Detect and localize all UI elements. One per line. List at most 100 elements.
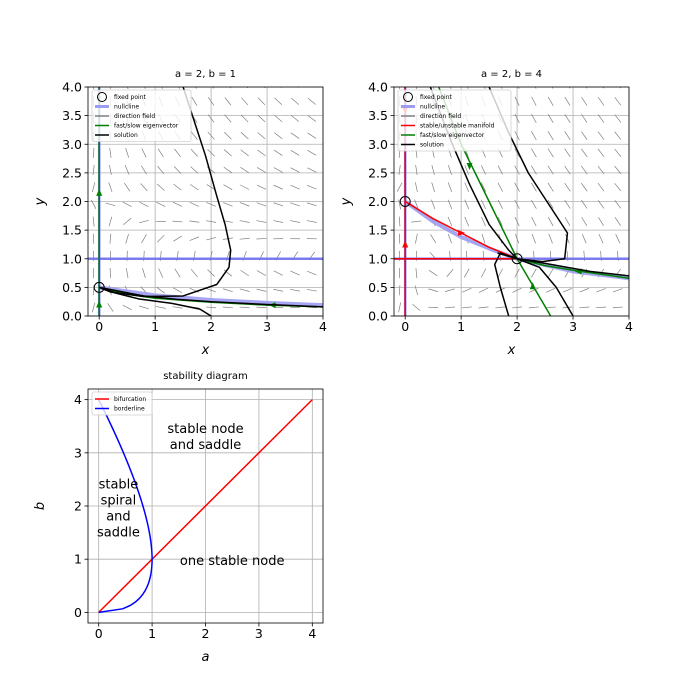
direction-field-segment: [206, 306, 217, 309]
direction-field-segment: [109, 147, 112, 158]
manifold-arrow: [458, 229, 466, 236]
direction-field-segment: [564, 199, 571, 209]
direction-field-segment: [614, 148, 622, 157]
legend-label: direction field: [114, 113, 155, 120]
legend-label: direction field: [420, 113, 461, 120]
direction-field-segment: [297, 87, 299, 88]
direction-field-segment: [630, 307, 640, 308]
direction-field-segment: [531, 131, 537, 141]
direction-field-segment: [240, 269, 250, 277]
direction-field-segment: [497, 216, 503, 227]
legend-label: fast/slow eigenvector: [114, 123, 179, 130]
direction-field-segment: [547, 216, 554, 227]
direction-field-segment: [172, 306, 183, 309]
direction-field-segment: [447, 199, 453, 210]
direction-field-segment: [141, 148, 147, 158]
direction-field-segment: [91, 302, 96, 313]
direction-field-segment: [307, 270, 317, 276]
direction-field-segment: [174, 268, 181, 278]
direction-field-segment: [273, 167, 283, 173]
series-line-borderline: [98, 399, 153, 614]
fixed-point-marker: [399, 196, 411, 207]
direction-field-segment: [630, 289, 639, 292]
y-axis-label: b: [33, 502, 48, 510]
direction-field-segment: [274, 132, 283, 139]
direction-field-segment: [581, 217, 588, 226]
direction-field-segment: [189, 220, 200, 223]
x-tick-label: 1: [151, 319, 159, 334]
y-tick-label: 4.0: [368, 80, 388, 95]
direction-field-segment: [431, 165, 435, 175]
direction-field-segment: [273, 184, 283, 190]
direction-field-segment: [92, 165, 95, 176]
direction-field-segment: [92, 147, 95, 158]
direction-field-segment: [189, 202, 200, 207]
direction-field-segment: [414, 285, 419, 296]
y-tick-label: 2.5: [368, 165, 388, 180]
y-tick-label: 1.5: [368, 223, 388, 238]
direction-field-segment: [273, 288, 284, 292]
direction-field-segment: [122, 304, 132, 310]
region-annotation: saddle: [97, 526, 140, 541]
y-tick-label: 3.5: [368, 108, 388, 123]
direction-field-segment: [631, 132, 637, 140]
direction-field-segment: [290, 115, 300, 122]
direction-field-segment: [398, 285, 401, 296]
solution-line: [99, 286, 323, 308]
eigenvector-line: [516, 258, 629, 279]
direction-field-segment: [325, 252, 331, 260]
direction-field-segment: [173, 287, 183, 294]
direction-field-segment: [240, 184, 250, 190]
direction-field-segment: [125, 147, 130, 158]
direction-field-segment: [257, 97, 266, 106]
x-tick-label: 4: [625, 319, 633, 334]
direction-field-segment: [428, 288, 439, 292]
direction-field-segment: [206, 237, 217, 241]
x-tick-label: 2: [202, 626, 210, 641]
direction-field-segment: [531, 268, 537, 278]
direction-field-segment: [257, 114, 266, 123]
direction-field-segment: [514, 268, 520, 278]
y-tick-label: 0: [74, 605, 82, 620]
direction-field-segment: [174, 148, 181, 158]
x-tick-label: 4: [308, 626, 316, 641]
direction-field-segment: [307, 167, 317, 173]
direction-field-segment: [92, 182, 96, 193]
direction-field-segment: [314, 87, 316, 88]
direction-field-segment: [105, 202, 116, 206]
direction-field-segment: [140, 183, 148, 192]
direction-field-segment: [222, 306, 233, 309]
direction-field-segment: [207, 149, 215, 157]
direction-field-segment: [223, 184, 233, 190]
region-annotation: stable node: [167, 422, 243, 437]
direction-field-segment: [481, 233, 486, 244]
direction-field-segment: [291, 97, 300, 105]
direction-field-segment: [273, 270, 283, 276]
direction-field-segment: [396, 182, 403, 192]
direction-field-segment: [324, 116, 332, 122]
direction-field-segment: [547, 96, 554, 106]
fixed-point-marker: [511, 253, 523, 265]
direction-field-segment: [614, 165, 622, 175]
direction-field-segment: [564, 114, 571, 123]
solution-line: [488, 87, 569, 263]
direction-field-segment: [447, 233, 452, 244]
solution-line: [98, 87, 232, 298]
direction-field-segment: [139, 219, 149, 224]
direction-field-segment: [632, 269, 638, 277]
legend-label: fixed point: [420, 94, 453, 101]
direction-field-segment: [290, 132, 300, 139]
direction-field-segment: [240, 166, 250, 174]
direction-field-segment: [273, 220, 284, 223]
direction-field-segment: [447, 182, 453, 192]
direction-field-segment: [109, 233, 112, 244]
direction-field-segment: [274, 97, 283, 106]
direction-field-segment: [290, 306, 301, 309]
eigenvector-arrow: [529, 282, 536, 290]
direction-field-segment: [290, 270, 300, 276]
direction-field-segment: [579, 288, 590, 293]
direction-field-segment: [306, 220, 317, 223]
direction-field-segment: [324, 271, 333, 274]
legend-label: nullcline: [420, 104, 445, 111]
direction-field-segment: [481, 216, 486, 227]
